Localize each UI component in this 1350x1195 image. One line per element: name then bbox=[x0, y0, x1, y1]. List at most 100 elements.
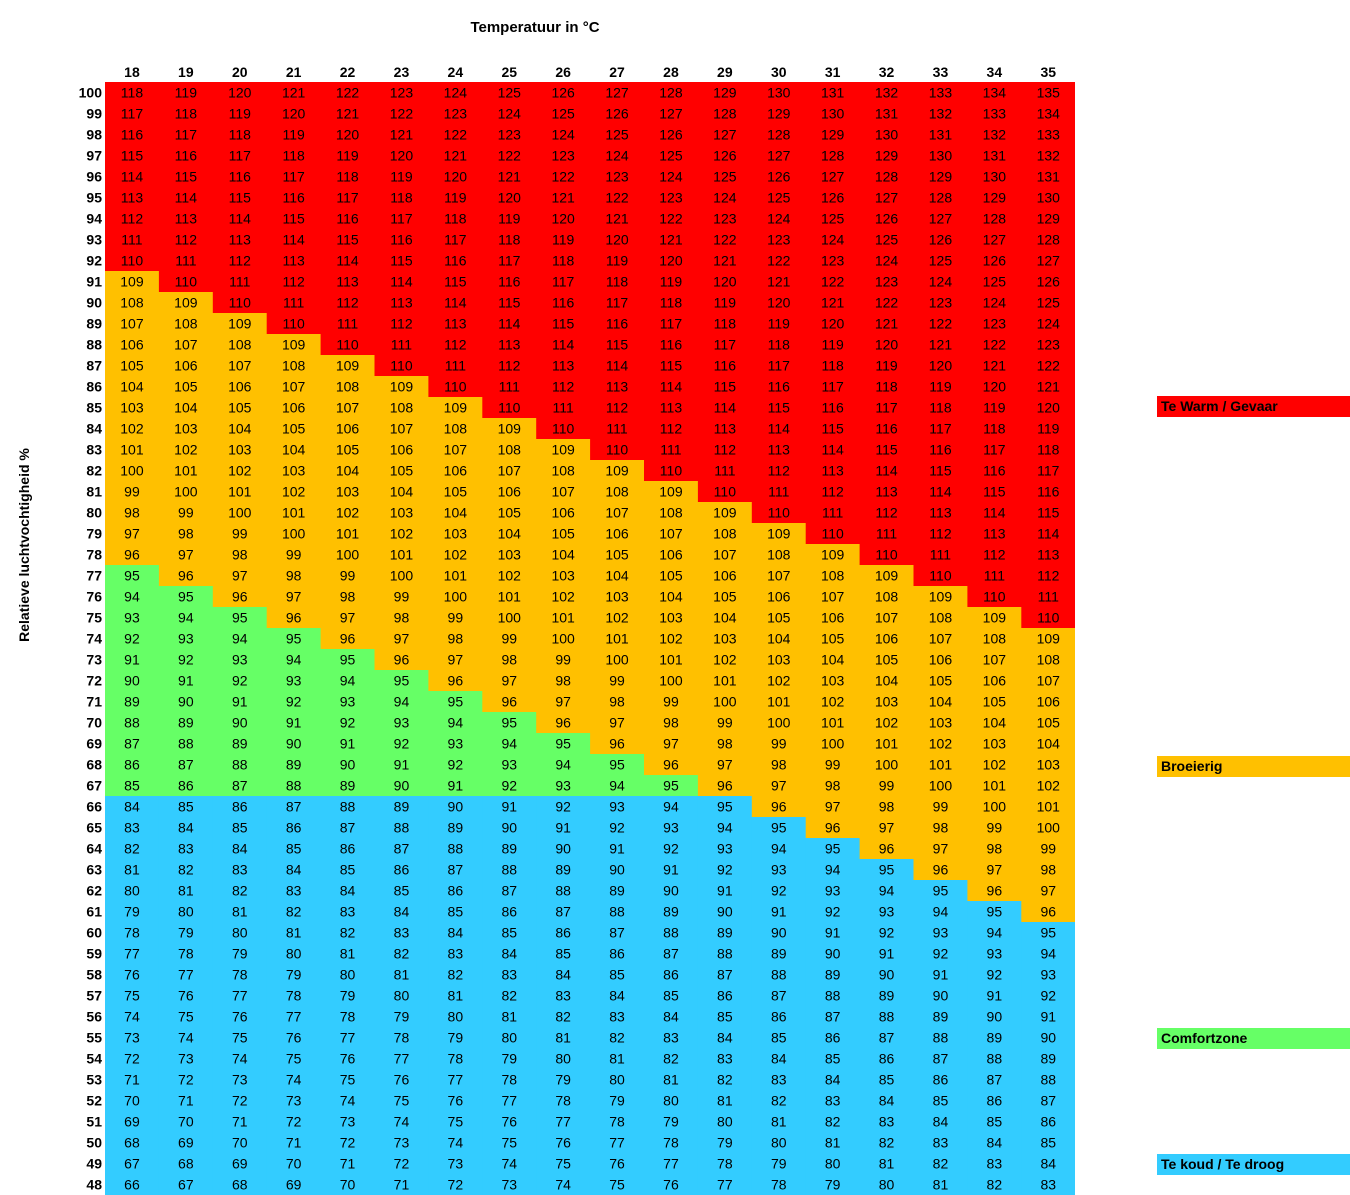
heatmap-cell bbox=[805, 859, 861, 881]
cell-value: 93 bbox=[717, 841, 733, 857]
heatmap-cell bbox=[212, 376, 268, 398]
heatmap-cell bbox=[482, 313, 537, 335]
heatmap-cell bbox=[536, 229, 591, 251]
cell-value: 110 bbox=[552, 421, 575, 437]
cell-value: 88 bbox=[501, 862, 517, 878]
heatmap-cell bbox=[751, 523, 807, 545]
cell-value: 130 bbox=[875, 127, 899, 143]
heatmap-cell bbox=[644, 250, 699, 272]
cell-value: 114 bbox=[175, 190, 198, 206]
cell-value: 106 bbox=[929, 652, 953, 668]
heatmap-cell bbox=[536, 607, 591, 629]
cell-value: 93 bbox=[1040, 967, 1056, 983]
heatmap-cell bbox=[428, 313, 483, 335]
heatmap-cell bbox=[1021, 691, 1075, 713]
heatmap-cell bbox=[105, 166, 160, 188]
cell-value: 96 bbox=[771, 799, 787, 815]
cell-value: 87 bbox=[879, 1030, 895, 1046]
heatmap-cell bbox=[859, 838, 914, 860]
cell-value: 78 bbox=[717, 1156, 733, 1172]
cell-value: 120 bbox=[875, 337, 899, 353]
cell-value: 118 bbox=[983, 421, 1006, 437]
heatmap-cell bbox=[105, 607, 160, 629]
heatmap-cell bbox=[536, 355, 591, 377]
heatmap-cell bbox=[266, 460, 322, 482]
cell-value: 115 bbox=[875, 442, 898, 458]
cell-value: 98 bbox=[232, 547, 248, 563]
cell-value: 107 bbox=[282, 379, 306, 395]
cell-value: 94 bbox=[394, 694, 410, 710]
y-tick-label: 82 bbox=[86, 463, 102, 479]
heatmap-cell bbox=[967, 544, 1022, 566]
cell-value: 95 bbox=[501, 715, 517, 731]
cell-value: 109 bbox=[498, 421, 522, 437]
cell-value: 101 bbox=[767, 694, 791, 710]
heatmap-cell bbox=[644, 922, 699, 944]
cell-value: 86 bbox=[178, 778, 194, 794]
heatmap-cell bbox=[212, 460, 268, 482]
cell-value: 116 bbox=[983, 463, 1006, 479]
cell-value: 89 bbox=[340, 778, 356, 794]
heatmap-cell bbox=[644, 880, 699, 902]
cell-value: 102 bbox=[390, 526, 414, 542]
heatmap-cell bbox=[859, 502, 914, 524]
heatmap-cell bbox=[374, 460, 429, 482]
heatmap-cell bbox=[913, 649, 968, 671]
heatmap-cell bbox=[913, 1027, 968, 1049]
cell-value: 129 bbox=[767, 106, 791, 122]
cell-value: 104 bbox=[659, 589, 683, 605]
heatmap-cell bbox=[374, 775, 429, 797]
heatmap-cell bbox=[644, 670, 699, 692]
cell-value: 95 bbox=[663, 778, 679, 794]
cell-value: 104 bbox=[821, 652, 845, 668]
legend-item-te-koud: Te koud / Te droog bbox=[1157, 1154, 1350, 1175]
heatmap-cell bbox=[320, 439, 375, 461]
heatmap-cell bbox=[320, 754, 375, 776]
heatmap-cell bbox=[482, 586, 537, 608]
heatmap-cell bbox=[805, 187, 861, 209]
heatmap-cell bbox=[751, 1048, 807, 1070]
heatmap-cell bbox=[697, 1006, 753, 1028]
cell-value: 80 bbox=[286, 946, 302, 962]
heatmap-cell bbox=[805, 502, 861, 524]
cell-value: 102 bbox=[444, 547, 468, 563]
cell-value: 105 bbox=[120, 358, 144, 374]
cell-value: 93 bbox=[448, 736, 464, 752]
cell-value: 99 bbox=[286, 547, 302, 563]
cell-value: 84 bbox=[879, 1093, 895, 1109]
y-tick-label: 58 bbox=[86, 967, 102, 983]
cell-value: 74 bbox=[286, 1072, 302, 1088]
cell-value: 117 bbox=[606, 295, 629, 311]
heatmap-cell bbox=[536, 103, 591, 125]
cell-value: 96 bbox=[448, 673, 464, 689]
heatmap-cell bbox=[644, 775, 699, 797]
heatmap-cell bbox=[751, 649, 807, 671]
cell-value: 127 bbox=[983, 232, 1007, 248]
cell-value: 114 bbox=[768, 421, 791, 437]
heatmap-cell bbox=[536, 523, 591, 545]
heatmap-cell bbox=[859, 187, 914, 209]
heatmap-cell bbox=[1021, 1006, 1075, 1028]
cell-value: 99 bbox=[825, 757, 841, 773]
heatmap-cell bbox=[1021, 82, 1075, 104]
cell-value: 89 bbox=[825, 967, 841, 983]
cell-value: 125 bbox=[767, 190, 791, 206]
heatmap-cell bbox=[482, 901, 537, 923]
cell-value: 78 bbox=[340, 1009, 356, 1025]
cell-value: 90 bbox=[933, 988, 949, 1004]
heatmap-cell bbox=[212, 334, 268, 356]
cell-value: 79 bbox=[501, 1051, 517, 1067]
heatmap-cell bbox=[374, 1132, 429, 1154]
y-tick-label: 88 bbox=[86, 337, 102, 353]
y-tick-label: 99 bbox=[86, 106, 102, 122]
cell-value: 90 bbox=[825, 946, 841, 962]
cell-value: 89 bbox=[879, 988, 895, 1004]
cell-value: 90 bbox=[987, 1009, 1003, 1025]
heatmap-cell bbox=[374, 355, 429, 377]
heatmap-cell bbox=[805, 880, 861, 902]
heatmap-cell bbox=[374, 733, 429, 755]
cell-value: 107 bbox=[1037, 673, 1061, 689]
cell-value: 82 bbox=[609, 1030, 625, 1046]
heatmap-cell bbox=[859, 103, 914, 125]
cell-value: 88 bbox=[394, 820, 410, 836]
